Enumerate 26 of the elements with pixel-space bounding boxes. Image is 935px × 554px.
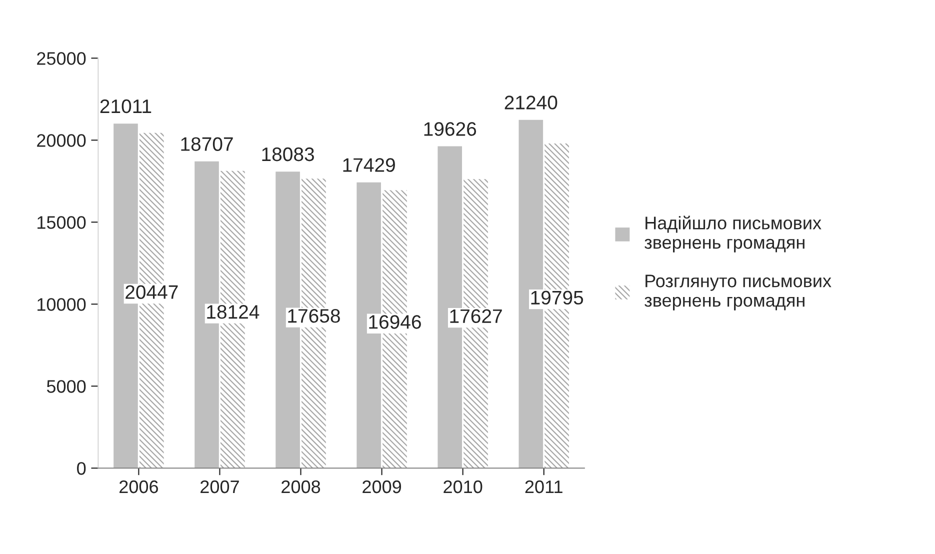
data-label: 17429	[343, 158, 395, 172]
x-tick-label: 2006	[120, 480, 158, 494]
x-tick-label: 2011	[525, 480, 562, 494]
data-label: 16946	[369, 315, 421, 329]
y-tick-label: 20000	[37, 134, 86, 147]
data-label: 21011	[100, 99, 152, 114]
data-label: 18083	[262, 147, 314, 162]
y-tick-label: 10000	[38, 298, 86, 311]
legend-label: Надійшло письмових звернень громадян	[644, 216, 822, 252]
x-tick-label: 2007	[200, 480, 239, 494]
data-label: 20447	[126, 285, 178, 299]
data-label: 19626	[424, 122, 476, 136]
data-label: 17627	[450, 309, 502, 324]
y-tick-label: 15000	[38, 216, 86, 229]
data-label: 19795	[531, 290, 584, 305]
y-tick-label: 0	[77, 462, 86, 475]
legend-label: Розглянуто письмових звернень громадян	[644, 274, 832, 310]
data-label: 21240	[504, 96, 558, 110]
data-label: 18707	[181, 137, 233, 151]
x-tick-label: 2010	[444, 480, 482, 494]
data-label: 17658	[288, 309, 340, 323]
y-tick-label: 25000	[37, 52, 86, 65]
x-tick-label: 2008	[282, 480, 320, 494]
data-label: 18124	[207, 305, 260, 319]
y-tick-label: 5000	[46, 380, 86, 393]
x-tick-label: 2009	[362, 480, 402, 494]
